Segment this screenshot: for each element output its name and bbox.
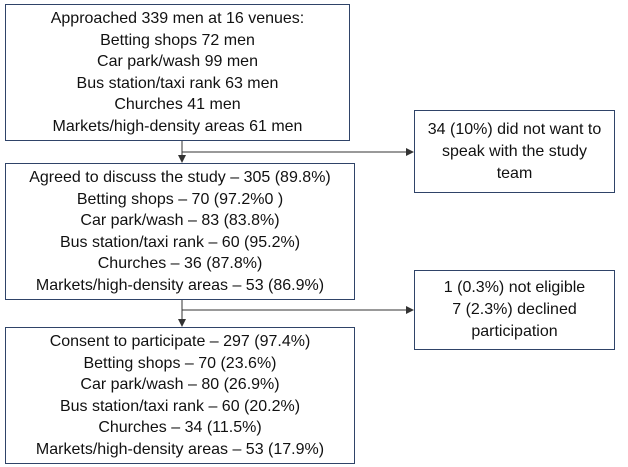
agreed-betting-shops: Betting shops – 70 (97.2%0 ) <box>76 190 284 208</box>
consent-churches: Churches – 34 (11.5%) <box>98 419 262 436</box>
excluded-1-line-2: speak with the study <box>442 142 587 160</box>
excluded-2-line-1: 1 (0.3%) not eligible <box>443 279 586 296</box>
approached-markets: Markets/high-density areas 61 men <box>52 117 303 135</box>
approached-title: Approached 339 men at 16 venues: <box>50 10 305 27</box>
consent-car-park: Car park/wash – 80 (26.9%) <box>80 376 280 393</box>
agreed-car-park: Car park/wash – 83 (83.8%) <box>80 212 280 229</box>
consent-betting-shops: Betting shops – 70 (23.6%) <box>83 354 277 372</box>
agreed-bus-station: Bus station/taxi rank – 60 (95.2%) <box>59 233 301 251</box>
approached-box: Approached 339 men at 16 venues: Betting… <box>5 4 350 141</box>
agreed-churches: Churches – 36 (87.8%) <box>97 255 263 272</box>
consent-box: Consent to participate – 297 (97.4%) Bet… <box>5 327 355 464</box>
excluded-2-line-3: participation <box>471 323 558 340</box>
excluded-1-line-3: team <box>496 164 533 182</box>
agreed-markets: Markets/high-density areas – 53 (86.9%) <box>35 276 325 294</box>
approached-churches: Churches 41 men <box>114 96 241 113</box>
approached-betting-shops: Betting shops 72 men <box>100 31 255 49</box>
excluded-2-line-2: 7 (2.3%) declined <box>452 301 577 318</box>
excluded-declined-discussion-box: 34 (10%) did not want to speak with the … <box>414 110 615 193</box>
excluded-ineligible-declined-box: 1 (0.3%) not eligible 7 (2.3%) declined … <box>414 270 615 350</box>
excluded-1-line-1: 34 (10%) did not want to <box>427 120 602 138</box>
consent-title: Consent to participate – 297 (97.4%) <box>49 333 311 350</box>
approached-bus-station: Bus station/taxi rank 63 men <box>76 74 279 92</box>
agreed-title: Agreed to discuss the study – 305 (89.8%… <box>29 169 331 186</box>
approached-car-park: Car park/wash 99 men <box>97 53 258 70</box>
consent-bus-station: Bus station/taxi rank – 60 (20.2%) <box>59 397 301 415</box>
agreed-box: Agreed to discuss the study – 305 (89.8%… <box>5 163 355 300</box>
consent-markets: Markets/high-density areas – 53 (17.9%) <box>35 440 325 458</box>
